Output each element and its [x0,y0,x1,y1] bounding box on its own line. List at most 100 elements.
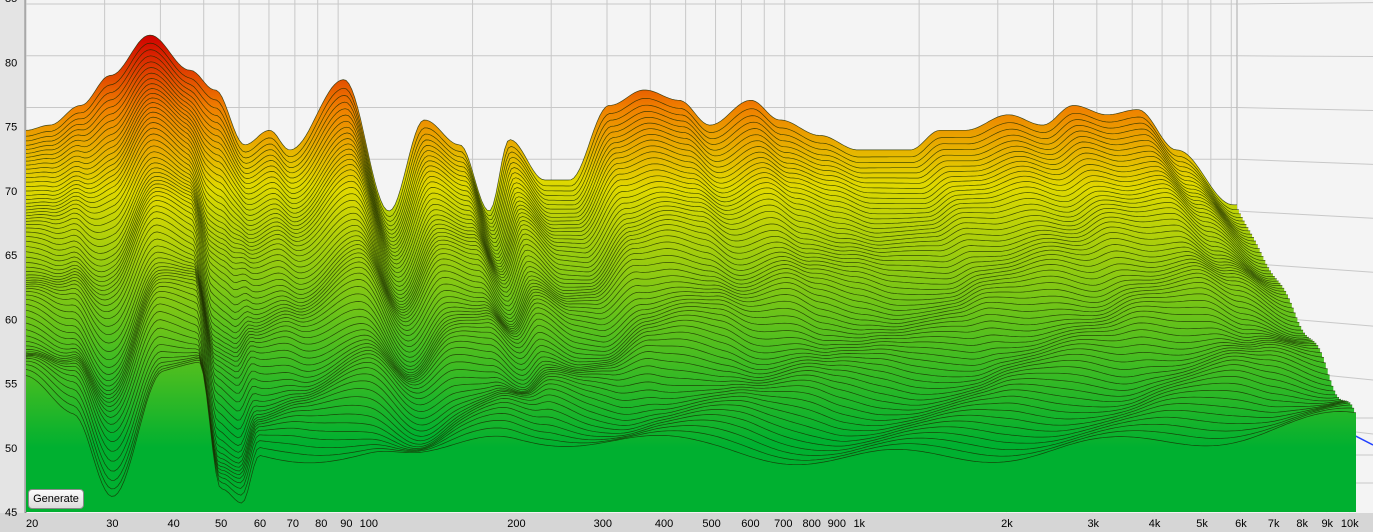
x-axis-background [0,513,1373,532]
slice-contour [26,122,1268,278]
slice-contour [25,205,1300,342]
x-tick-label: 10k [1341,518,1359,530]
y-tick-label: 60 [5,314,17,326]
y-axis-background [0,0,26,532]
y-tick-label: 50 [5,443,17,455]
y-tick-label: 55 [5,379,17,391]
x-tick-label: 7k [1268,518,1280,530]
slice-contour [25,139,1273,292]
slice-contour [26,111,1264,269]
slice-contour [25,61,1245,231]
slice-contour [26,102,1260,261]
slice-contour [25,78,1251,243]
x-tick-label: 20 [26,518,38,530]
x-tick-label: 600 [741,518,759,530]
x-tick-label: 900 [828,518,846,530]
slice-contour [25,251,1313,374]
slice-contour [25,327,1341,464]
slices [25,34,1357,512]
slice-contour [25,278,1326,403]
x-tick-label: 30 [106,518,118,530]
slice-contour [25,275,1324,394]
slice-contour [25,145,1275,296]
slice-contour [25,245,1311,371]
side-grid-line [1236,210,1373,219]
x-tick-label: 90 [340,518,352,530]
slice-contour [25,351,1347,475]
slice-contour [25,290,1332,430]
x-tick-label: 40 [168,518,180,530]
slice-contour [25,358,1353,489]
slice-contour [25,176,1287,313]
x-tick-label: 50 [215,518,227,530]
y-tick-label: 70 [5,186,17,198]
x-tick-label: 9k [1321,518,1333,530]
x-tick-label: 200 [507,518,525,530]
y-tick-label: 65 [5,250,17,262]
slice-contour [25,157,1279,303]
slice-contour [25,231,1307,363]
slice-contour [25,195,1296,331]
slice-contour [25,343,1345,472]
slice-contour [25,238,1309,367]
slice-contour [25,42,1239,218]
slice-contour [25,269,1321,381]
x-tick-label: 700 [774,518,792,530]
x-tick-label: 300 [594,518,612,530]
slice-contour [25,266,1319,379]
slice-contour [25,311,1338,453]
slice-contour [25,303,1336,446]
side-grid-line [1236,107,1373,111]
x-tick-label: 2k [1001,518,1013,530]
slice-contour [25,34,1237,212]
x-tick-label: 400 [655,518,673,530]
side-grid-line [1236,55,1373,58]
slice-contour [26,88,1255,250]
x-tick-label: 800 [803,518,821,530]
x-tick-label: 80 [315,518,327,530]
slice-contour [25,151,1277,299]
slice-contour [25,361,1357,504]
slice-contour [25,336,1343,468]
slice-contour [26,356,1351,484]
slice-contour [25,296,1334,439]
slice-contour [25,200,1298,336]
generate-button[interactable]: Generate [28,489,84,509]
slice-contour [26,171,1285,311]
side-grid-line [1236,2,1373,5]
slice-contour [25,224,1306,358]
slice-contour [25,359,1355,496]
slice-fill [26,362,1356,512]
slice-contour [26,106,1262,265]
y-tick-label: 75 [5,122,17,134]
slice-contour [25,217,1304,353]
slice-contour [25,187,1292,323]
slice-contour [26,116,1266,274]
x-tick-labels: 20 30 40 50 60 70 80 90 100 200 300 400 500 600 700 800… [26,518,1359,530]
slice-contour [26,211,1302,347]
slice-contour [25,67,1247,235]
slice-contour [25,167,1283,308]
slice-contour [25,191,1294,327]
slice-contour [25,162,1281,306]
y-tick-labels: 45 50 55 60 65 70 75 80 85 [5,0,17,519]
x-tick-label: 100 [360,518,378,530]
slice-contour [26,92,1256,253]
side-grid-line [1236,158,1373,165]
y-tick-label: 45 [5,507,17,519]
x-tick-label: 1k [853,518,865,530]
slice-contour [25,286,1330,421]
x-tick-label: 8k [1296,518,1308,530]
slice-contour [25,183,1290,319]
slice-contour [25,55,1243,227]
x-tick-label: 6k [1235,518,1247,530]
x-tick-label: 5k [1196,518,1208,530]
slice-contour [25,133,1272,287]
slice-contour [25,179,1289,316]
slice-contour [25,127,1270,283]
y-tick-label: 80 [5,57,17,69]
slice-contour [25,272,1323,386]
slice-contour [26,262,1317,378]
x-tick-label: 60 [254,518,266,530]
